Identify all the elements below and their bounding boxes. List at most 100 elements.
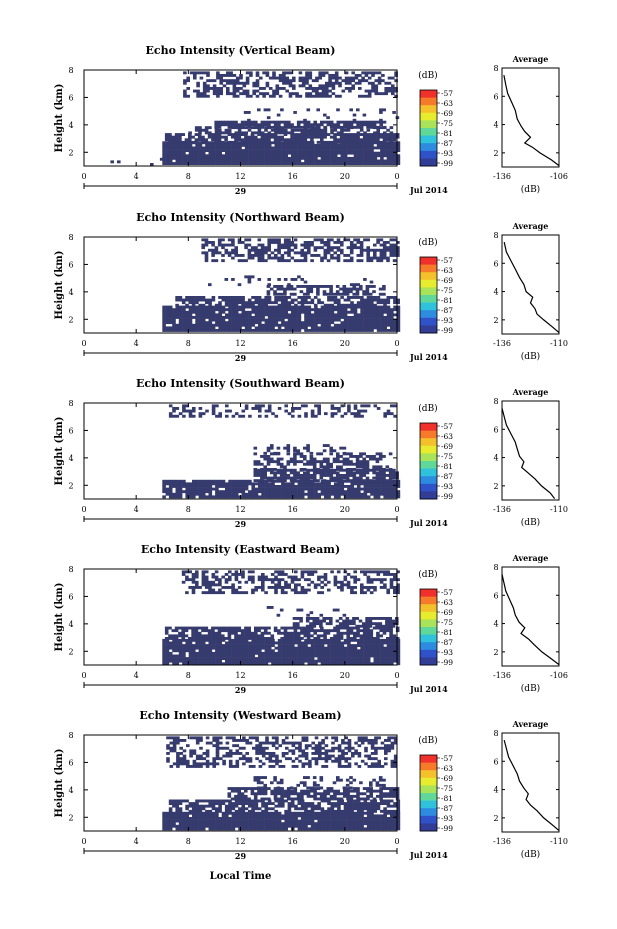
heatmap-cell (251, 487, 255, 491)
heatmap-cell (222, 74, 227, 77)
heatmap-cell (346, 246, 351, 250)
heatmap-cell (261, 492, 265, 496)
heatmap-cell (366, 629, 370, 633)
heatmap-cell (329, 140, 334, 144)
heatmap-cell (340, 305, 345, 309)
heatmap-cell (193, 71, 197, 75)
heatmap-cell (389, 254, 394, 257)
heatmap-cell (373, 492, 378, 496)
heatmap-cell (348, 79, 352, 83)
heatmap-cell (327, 485, 331, 488)
heatmap-cell (258, 146, 262, 150)
heatmap-cell (234, 162, 239, 165)
heatmap-cell (219, 76, 223, 80)
heatmap-cell (303, 462, 307, 466)
heatmap-cell (231, 310, 236, 314)
heatmap-cell (349, 243, 354, 247)
heatmap-cell (325, 87, 329, 90)
heatmap-cell (371, 71, 375, 75)
heatmap-cell (353, 143, 358, 147)
heatmap-cell (380, 326, 384, 330)
colorbar-segment (420, 287, 437, 296)
heatmap-cell (347, 149, 351, 152)
heatmap-cell (227, 123, 232, 127)
heatmap-cell (231, 651, 236, 655)
heatmap-cell (299, 285, 304, 288)
heatmap-cell (240, 629, 245, 633)
heatmap-cell (385, 479, 390, 483)
heatmap-cell (250, 637, 255, 640)
heatmap-cell (185, 404, 189, 408)
heatmap-cell (175, 662, 180, 666)
heatmap-cell (211, 638, 216, 642)
heatmap-cell (333, 251, 337, 255)
heatmap-cell (373, 154, 378, 158)
heatmap-cell (258, 321, 262, 325)
heatmap-cell (327, 151, 331, 155)
heatmap-cell (390, 490, 394, 494)
heatmap-cell (390, 644, 394, 647)
heatmap-cell (215, 659, 219, 663)
heatmap-cell (258, 305, 262, 309)
heatmap-cell (214, 246, 219, 250)
heatmap-cell (287, 638, 292, 642)
heatmap-cell (317, 146, 321, 150)
heatmap-cell (273, 468, 277, 471)
heatmap-cell (181, 140, 185, 144)
heatmap-cell (361, 79, 365, 83)
heatmap-cell (201, 662, 206, 666)
heatmap-cell (353, 662, 358, 666)
heatmap-cell (349, 474, 353, 477)
heatmap-cell (350, 492, 354, 496)
heatmap-cell (338, 84, 342, 88)
heatmap-cell (291, 482, 295, 486)
heatmap-cell (191, 634, 195, 638)
heatmap-cell (353, 162, 358, 165)
heatmap-cell (314, 485, 318, 488)
heatmap-cell (228, 644, 232, 647)
heatmap-cell (211, 412, 216, 416)
heatmap-cell (390, 146, 394, 150)
heatmap-cell (185, 659, 189, 663)
heatmap-cell (380, 313, 384, 317)
colorbar-segment (420, 279, 437, 288)
heatmap-cell (360, 298, 364, 302)
heatmap-cell (234, 313, 239, 317)
heatmap-cell (205, 662, 209, 666)
heatmap-cell (304, 301, 308, 305)
heatmap-cell (211, 162, 216, 165)
heatmap-cell (224, 278, 229, 281)
heatmap-cell (300, 162, 305, 165)
heatmap-cell (230, 133, 235, 136)
heatmap-cell (389, 133, 393, 136)
heatmap-cell (195, 641, 199, 645)
heatmap-cell (201, 318, 206, 322)
heatmap-cell (253, 474, 258, 477)
heatmap-cell (244, 646, 249, 650)
heatmap-cell (306, 637, 311, 640)
heatmap-cell (237, 637, 242, 640)
heatmap-cell (305, 92, 309, 96)
heatmap-cell (185, 313, 189, 317)
heatmap-cell (324, 321, 328, 325)
heatmap-cell (287, 646, 292, 650)
heatmap-cell (284, 316, 288, 319)
heatmap-cell (372, 468, 376, 471)
heatmap-cell (231, 487, 236, 491)
heatmap-cell (231, 323, 236, 327)
heatmap-cell (360, 296, 364, 299)
heatmap-cell (343, 321, 348, 325)
heatmap-cell (222, 79, 227, 83)
heatmap-cell (239, 76, 243, 80)
heatmap-cell (382, 251, 387, 255)
heatmap-cell (234, 644, 239, 647)
heatmap-cell (215, 414, 219, 418)
heatmap-cell (184, 138, 189, 142)
heatmap-cell (329, 449, 333, 453)
heatmap-cell (296, 637, 301, 640)
heatmap-cell (277, 662, 282, 666)
heatmap-cell (168, 316, 173, 319)
heatmap-cell (314, 659, 318, 663)
heatmap-cell (277, 143, 282, 147)
heatmap-cell (248, 316, 252, 319)
